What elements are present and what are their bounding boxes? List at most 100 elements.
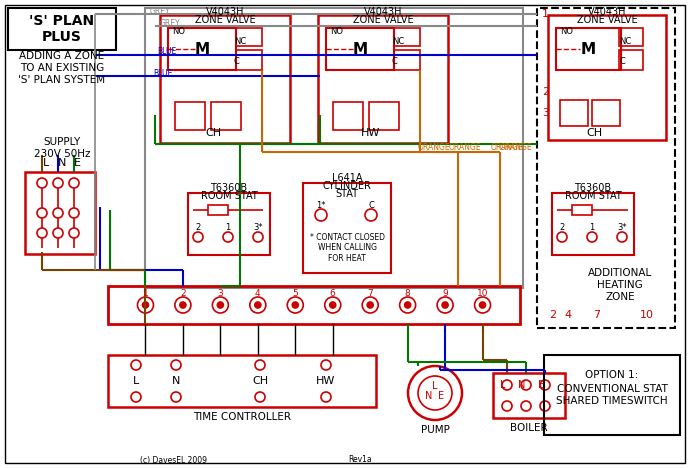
Bar [211, 102, 241, 130]
Text: 4: 4 [255, 290, 261, 299]
Text: CH: CH [252, 376, 268, 386]
Text: 3: 3 [542, 108, 549, 118]
Circle shape [180, 302, 186, 308]
Text: HW: HW [362, 128, 381, 138]
Text: * CONTACT CLOSED
WHEN CALLING
FOR HEAT: * CONTACT CLOSED WHEN CALLING FOR HEAT [310, 233, 384, 263]
Text: L641A: L641A [332, 173, 362, 183]
Text: 10: 10 [477, 290, 489, 299]
Bar [145, 8, 523, 288]
Text: 4: 4 [564, 310, 571, 320]
Circle shape [217, 302, 224, 308]
Bar [208, 205, 228, 215]
Circle shape [367, 302, 373, 308]
Circle shape [330, 302, 336, 308]
Text: N: N [172, 376, 180, 386]
Text: CYLINDER: CYLINDER [322, 181, 371, 191]
Text: E: E [538, 380, 544, 390]
Text: L: L [432, 381, 437, 391]
Bar [592, 100, 620, 126]
Text: T6360B: T6360B [575, 183, 611, 193]
Text: L: L [43, 158, 49, 168]
Text: 3*: 3* [617, 224, 627, 233]
Text: 2: 2 [195, 224, 201, 233]
Circle shape [442, 302, 448, 308]
Bar [619, 28, 643, 46]
Bar [318, 15, 448, 143]
Text: T6360B: T6360B [210, 183, 248, 193]
Bar [572, 205, 592, 215]
Text: ORANGE: ORANGE [417, 144, 450, 153]
Text: ROOM STAT: ROOM STAT [564, 191, 622, 201]
Text: NC: NC [234, 37, 246, 46]
Bar [108, 286, 520, 324]
Circle shape [255, 302, 261, 308]
Text: BLUE: BLUE [153, 68, 172, 78]
Text: ORANGE: ORANGE [491, 144, 524, 153]
Text: STAT: STAT [335, 189, 359, 199]
Text: CH: CH [205, 128, 221, 138]
Text: M: M [195, 42, 210, 57]
Bar [236, 28, 262, 46]
Circle shape [142, 302, 148, 308]
Text: L: L [500, 380, 506, 390]
Text: TIME CONTROLLER: TIME CONTROLLER [193, 412, 291, 422]
Text: BOILER: BOILER [510, 423, 548, 433]
Text: N: N [58, 158, 66, 168]
Text: E: E [438, 391, 444, 401]
Text: N: N [518, 380, 526, 390]
Bar [333, 102, 363, 130]
Bar [160, 15, 290, 143]
Circle shape [404, 302, 411, 308]
Bar [537, 8, 675, 328]
Text: 5: 5 [293, 290, 298, 299]
Bar [552, 193, 634, 255]
Text: 1: 1 [143, 290, 148, 299]
Bar [108, 355, 376, 407]
Text: ZONE VALVE: ZONE VALVE [353, 15, 413, 25]
Text: NO: NO [330, 28, 343, 37]
Bar [548, 15, 666, 140]
Text: 7: 7 [367, 290, 373, 299]
Bar [188, 193, 270, 255]
Bar [394, 28, 420, 46]
Text: NO: NO [560, 28, 573, 37]
Text: OPTION 1:: OPTION 1: [585, 370, 639, 380]
Text: 3*: 3* [253, 224, 263, 233]
Text: 8: 8 [405, 290, 411, 299]
Text: 9: 9 [442, 290, 448, 299]
Bar [326, 28, 394, 70]
Text: HW: HW [316, 376, 336, 386]
Bar [556, 28, 621, 70]
Text: 2: 2 [560, 224, 564, 233]
Text: ADDING A ZONE
TO AN EXISTING
'S' PLAN SYSTEM: ADDING A ZONE TO AN EXISTING 'S' PLAN SY… [19, 51, 106, 85]
Circle shape [480, 302, 486, 308]
Text: C: C [619, 58, 625, 66]
Text: 2: 2 [180, 290, 186, 299]
Text: CONVENTIONAL STAT
SHARED TIMESWITCH: CONVENTIONAL STAT SHARED TIMESWITCH [556, 384, 668, 406]
Text: ZONE VALVE: ZONE VALVE [577, 15, 638, 25]
Bar [25, 172, 95, 254]
Bar [560, 100, 588, 126]
Text: N: N [425, 391, 433, 401]
Bar [493, 373, 565, 418]
Text: V4043H: V4043H [588, 7, 627, 17]
Text: L: L [133, 376, 139, 386]
Bar [236, 50, 262, 70]
Text: 10: 10 [640, 310, 654, 320]
Text: NC: NC [619, 37, 631, 46]
Text: 'S' PLAN
PLUS: 'S' PLAN PLUS [30, 14, 95, 44]
Text: 1*: 1* [316, 202, 326, 211]
Text: 2: 2 [549, 310, 557, 320]
Text: C: C [234, 58, 240, 66]
Text: GREY: GREY [160, 19, 181, 28]
Bar [8, 8, 116, 50]
Text: PUMP: PUMP [421, 425, 449, 435]
Text: ZONE VALVE: ZONE VALVE [195, 15, 255, 25]
Bar [544, 355, 680, 435]
Text: V4043H: V4043H [206, 7, 244, 17]
Circle shape [293, 302, 298, 308]
Text: 2: 2 [542, 87, 549, 97]
Text: E: E [74, 158, 81, 168]
Bar [168, 28, 236, 70]
Bar [303, 183, 391, 273]
